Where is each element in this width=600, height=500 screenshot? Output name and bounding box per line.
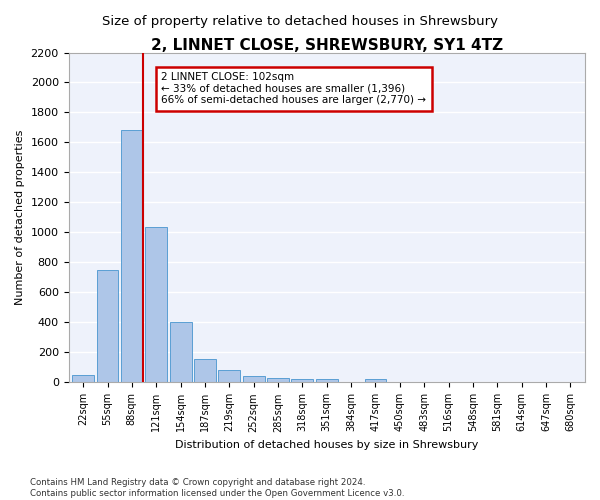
Bar (292, 380, 313, 382)
Bar (267, 378, 289, 382)
Bar (316, 380, 338, 382)
Bar (170, 322, 191, 382)
Text: 2 LINNET CLOSE: 102sqm
← 33% of detached houses are smaller (1,396)
66% of semi-: 2 LINNET CLOSE: 102sqm ← 33% of detached… (161, 72, 427, 106)
Text: Size of property relative to detached houses in Shrewsbury: Size of property relative to detached ho… (102, 15, 498, 28)
X-axis label: Distribution of detached houses by size in Shrewsbury: Distribution of detached houses by size … (175, 440, 478, 450)
Bar (121, 130, 143, 382)
Bar (72, 375, 94, 382)
Text: Contains HM Land Registry data © Crown copyright and database right 2024.
Contai: Contains HM Land Registry data © Crown c… (30, 478, 404, 498)
Bar (243, 376, 265, 382)
Bar (145, 227, 167, 382)
Bar (365, 380, 386, 382)
Bar (97, 270, 118, 382)
Title: 2, LINNET CLOSE, SHREWSBURY, SY1 4TZ: 2, LINNET CLOSE, SHREWSBURY, SY1 4TZ (151, 38, 503, 52)
Y-axis label: Number of detached properties: Number of detached properties (15, 130, 25, 305)
Bar (218, 370, 240, 382)
Bar (194, 359, 216, 382)
